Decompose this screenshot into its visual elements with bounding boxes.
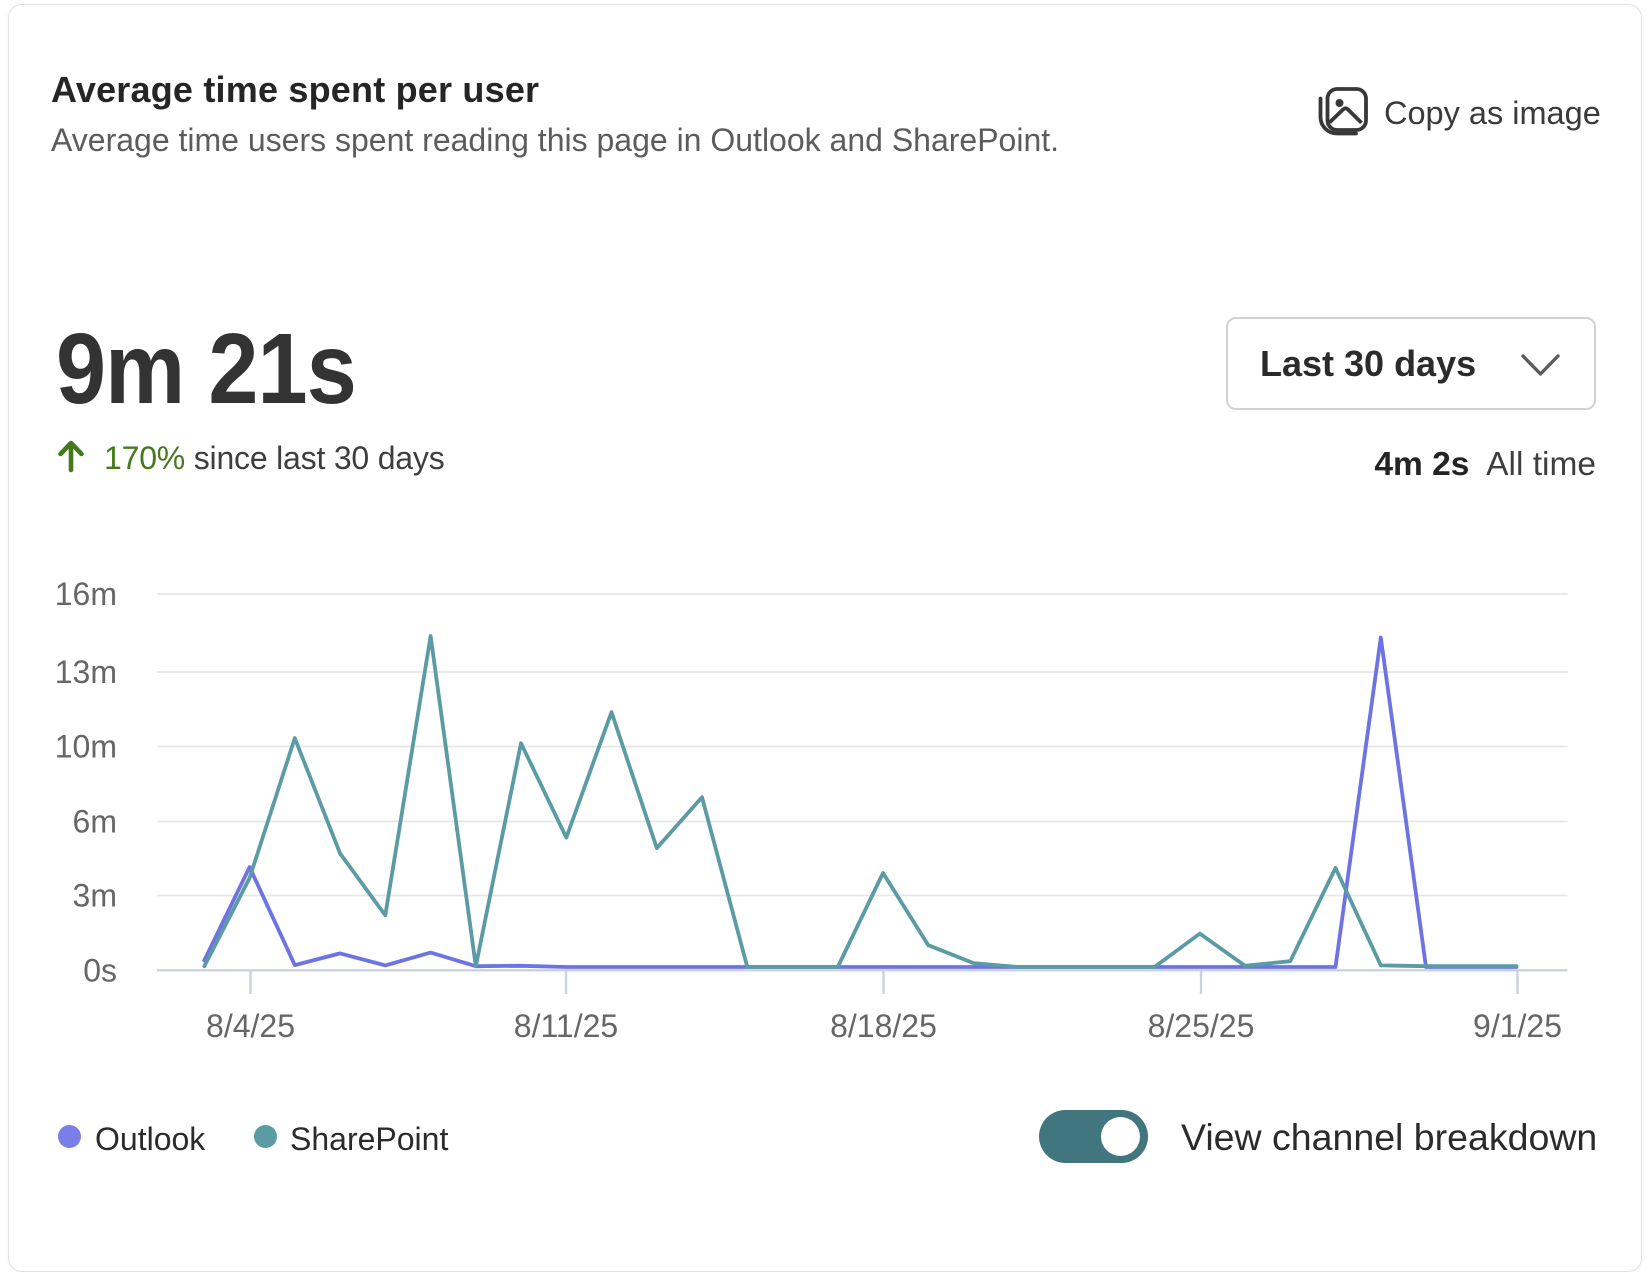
svg-text:10m: 10m bbox=[55, 729, 117, 765]
svg-text:3m: 3m bbox=[73, 878, 117, 914]
svg-text:6m: 6m bbox=[73, 804, 117, 840]
svg-text:16m: 16m bbox=[55, 576, 117, 612]
svg-text:8/4/25: 8/4/25 bbox=[206, 1008, 295, 1044]
svg-text:8/11/25: 8/11/25 bbox=[514, 1008, 618, 1044]
svg-text:9/1/25: 9/1/25 bbox=[1473, 1008, 1562, 1044]
svg-text:8/18/25: 8/18/25 bbox=[830, 1008, 937, 1044]
svg-text:13m: 13m bbox=[55, 654, 117, 690]
svg-text:0s: 0s bbox=[83, 952, 117, 988]
svg-text:8/25/25: 8/25/25 bbox=[1148, 1008, 1255, 1044]
